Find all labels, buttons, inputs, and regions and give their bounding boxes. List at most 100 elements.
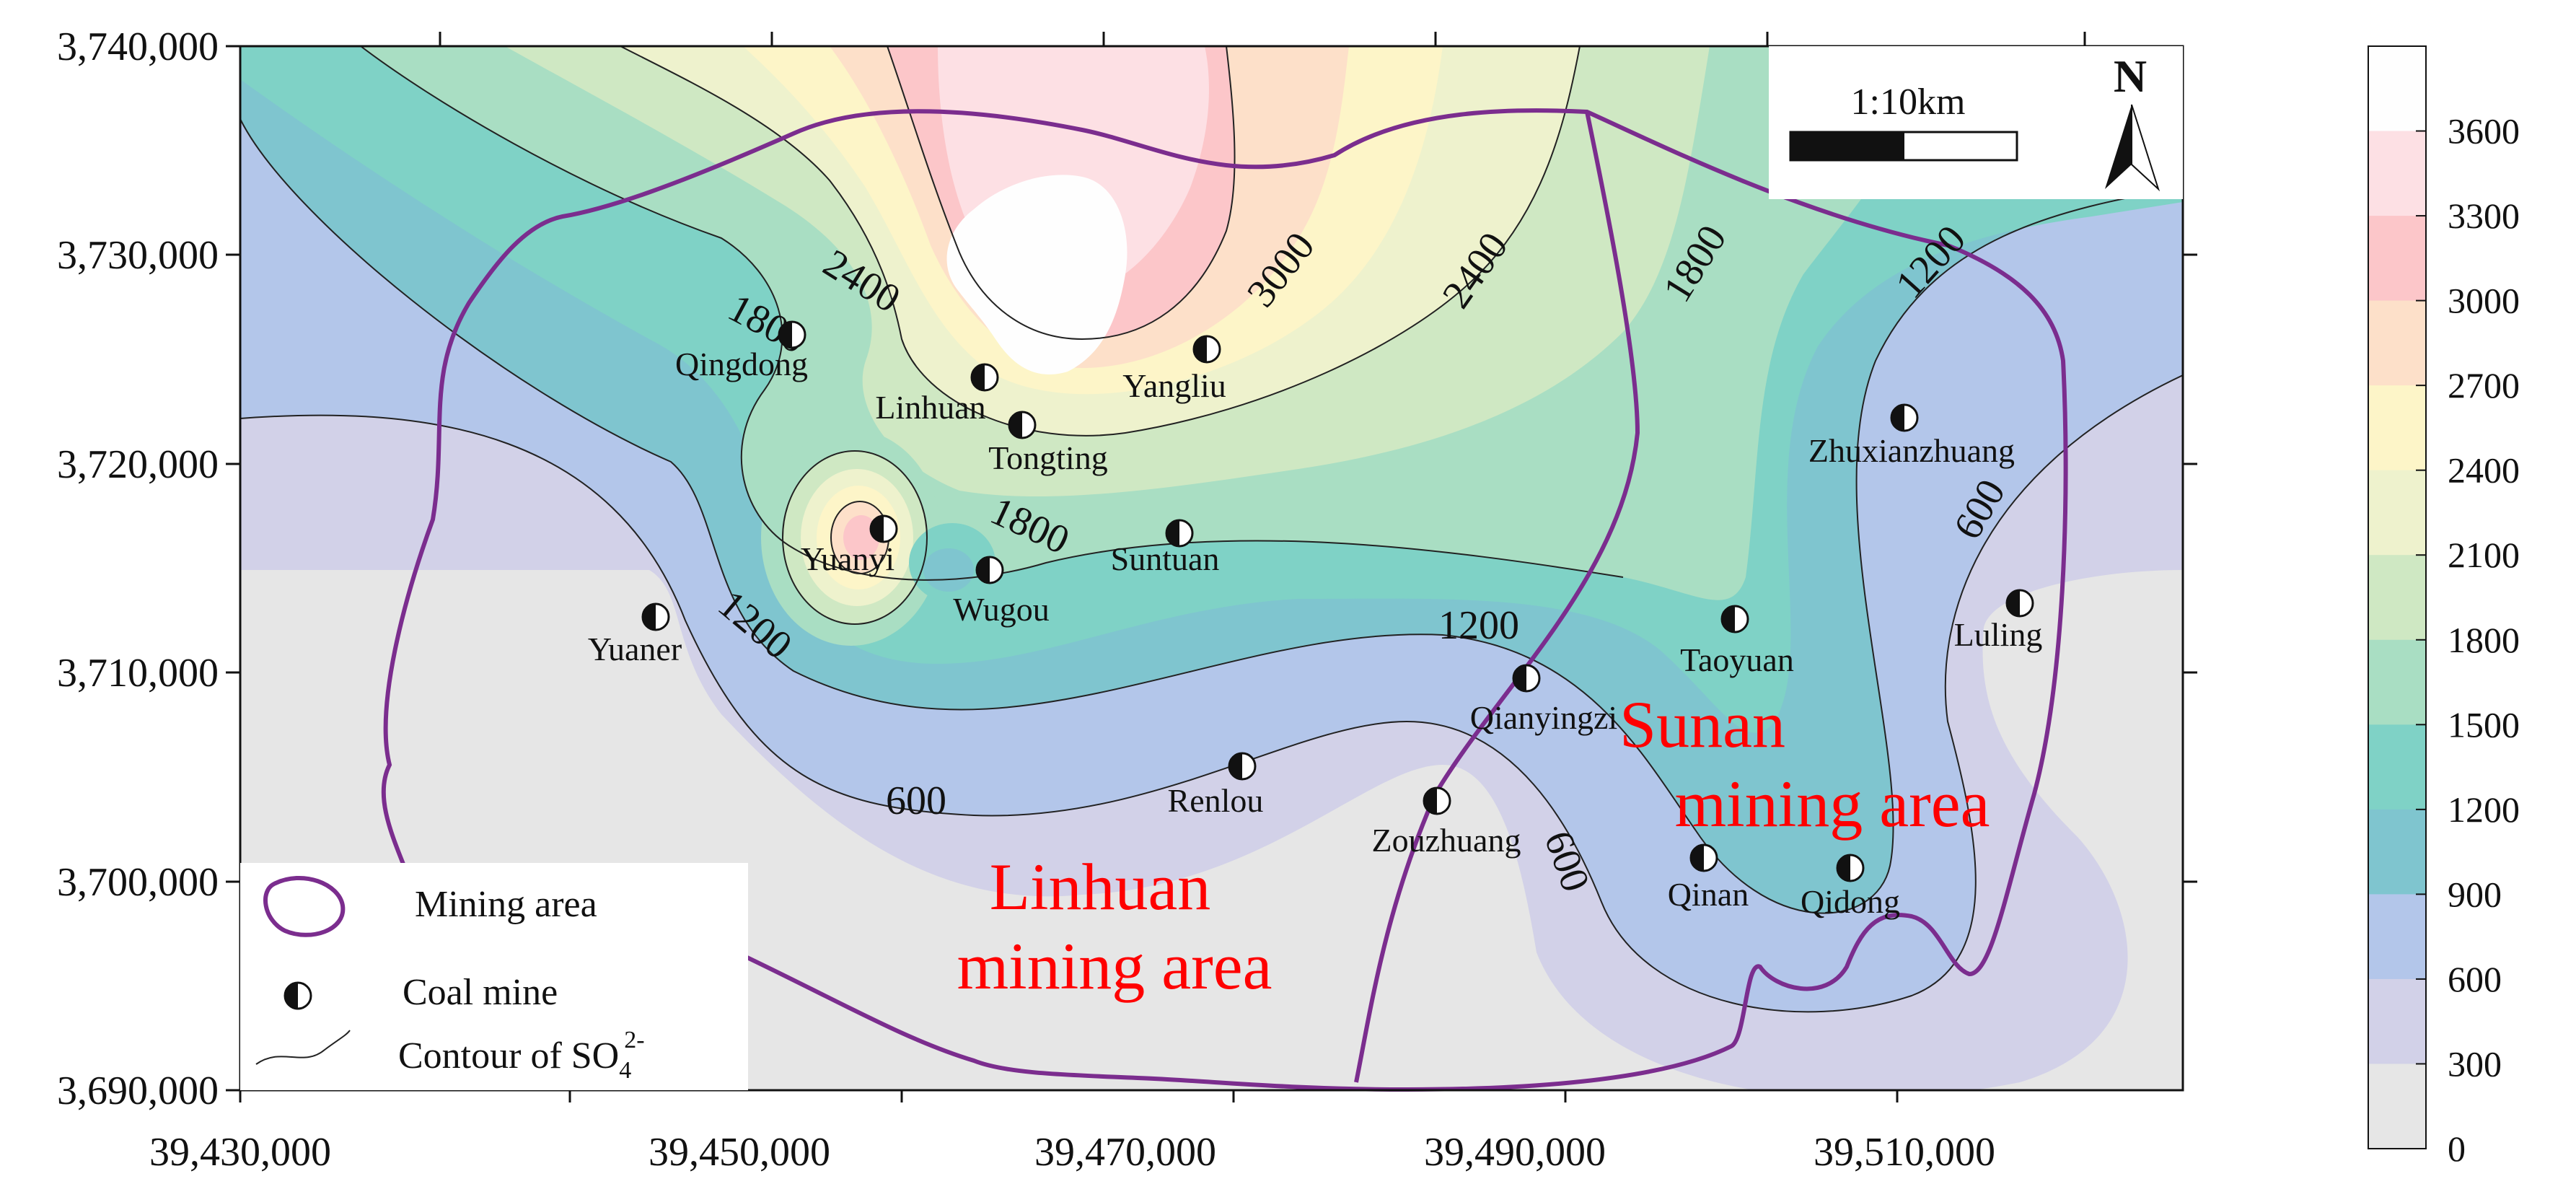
coal-mine-marker: Taoyuan [1680,605,1794,678]
coal-mine-label: Wugou [953,591,1050,628]
coal-mine-marker: Wugou [953,556,1050,628]
contour-lines [240,46,2183,1013]
legend-box [240,863,748,1090]
coal-mine-marker: Yuaner [588,602,682,667]
coal-mine-icon-half [779,322,792,348]
legend-contour-sup: 2- [624,1027,644,1053]
x-tick-label: 39,470,000 [1034,1130,1216,1175]
coal-mine-icon-half [1229,753,1242,779]
coal-mine-icon-half [1009,412,1022,438]
colorbar-label: 600 [2448,959,2502,999]
colorbar-swatch [2368,216,2426,302]
colorbar-label: 900 [2448,874,2502,914]
colorbar-swatch [2368,555,2426,641]
coal-mine-icon-half [1722,606,1735,632]
colorbar-swatch [2368,131,2426,216]
coal-mine-legend-icon [283,981,312,1010]
colorbar-label: 300 [2448,1043,2502,1084]
coal-mine-label: Qidong [1801,883,1900,920]
colorbar-swatch [2368,639,2426,725]
colorbar-frame [2368,45,2427,1149]
colorbar-label: 3600 [2448,111,2520,152]
coal-mine-label: Luling [1954,616,2043,653]
colorbar-label: 3300 [2448,196,2520,236]
sunan-label-line1: Sunan [1619,688,1785,761]
colorbar-label: 3000 [2448,281,2520,321]
y-tick-label: 3,710,000 [57,651,219,696]
sunan-label-line2: mining area [1675,767,1990,841]
colorbar-swatch [2368,470,2426,556]
colorbar-swatch [2368,385,2426,471]
plot-frame [239,45,2184,1092]
x-axis-labels: 39,430,000 39,450,000 39,470,000 39,490,… [149,1130,1995,1175]
coal-mine-marker: Suntuan [1111,519,1220,577]
colorbar-swatch [2368,724,2426,810]
legend-mining-area: Mining area [415,884,597,925]
x-tick-label: 39,490,000 [1424,1130,1606,1175]
colorbar-swatch [2368,300,2426,386]
colorbar-label: 0 [2448,1128,2466,1169]
coal-mine-marker: Qinan [1668,843,1749,913]
coal-mine-icon-half [972,364,985,390]
coal-mine-icon-half [643,604,656,630]
north-label: N [2114,51,2147,102]
legend-contour-prefix: Contour of SO [398,1035,619,1077]
colorbar-label: 1500 [2448,704,2520,745]
contour-label: 1200 [1438,603,1519,648]
coal-mine-marker: Yuanyi [801,514,898,577]
coal-mine-icon-half [1424,788,1437,814]
y-tick-label: 3,730,000 [57,233,219,278]
coal-mine-marker: Yangliu [1122,335,1226,404]
y-axis-labels: 3,740,000 3,730,000 3,720,000 3,710,000 … [57,25,219,1113]
x-tick-marks [239,32,2086,1102]
coal-mine-marker: Qingdong [675,320,808,382]
linhuan-label-line2: mining area [957,929,1272,1003]
coal-mine-icon-half [1891,405,1904,431]
colorbar-swatch [2368,46,2426,132]
x-tick-label: 39,430,000 [149,1130,331,1175]
coal-mine-icon-half [1166,520,1179,546]
coal-mine-label: Qianyingzi [1470,699,1617,736]
coal-mine-icon-half [1691,845,1704,871]
coal-mine-marker: Qidong [1801,854,1900,920]
x-tick-label: 39,510,000 [1814,1130,1995,1175]
colorbar-label: 2400 [2448,450,2520,491]
colorbar-swatch [2368,809,2426,895]
coal-mine-label: Renlou [1168,782,1264,819]
contour-legend-icon [255,1030,351,1065]
y-tick-marks [226,45,2197,1092]
colorbar-label: 2700 [2448,365,2520,405]
scale-bar-filled [1790,132,1904,160]
coal-mine-icon-half [977,557,990,583]
colorbar-swatch [2368,1064,2426,1149]
colorbar-label: 1200 [2448,789,2520,830]
coal-mine-label: Qinan [1668,876,1749,913]
y-tick-label: 3,740,000 [57,25,219,69]
coal-mine-label: Tongting [988,439,1107,476]
colorbar-swatch [2368,894,2426,980]
coal-mine-label: Suntuan [1111,540,1220,577]
legend-coal-mine: Coal mine [403,972,558,1013]
coal-mine-icon-half [871,516,884,542]
coal-mine-marker: Zhuxianzhuang [1808,403,2015,469]
colorbar-label: 2100 [2448,535,2520,575]
concentration-fill [240,46,2183,1090]
coal-mine-label: Zhuxianzhuang [1808,432,2015,469]
coal-mine-icon-half [1837,855,1850,881]
colorbar-swatch [2368,978,2426,1064]
y-tick-label: 3,690,000 [57,1069,219,1113]
coal-mine-marker: Zouzhuang [1372,786,1521,859]
coal-mine-marker: Linhuan [875,363,999,426]
coal-mine-label: Zouzhuang [1372,822,1521,859]
coal-mine-icon-half [1513,665,1526,691]
colorbar-label: 1800 [2448,620,2520,660]
coal-mine-marker: Luling [1954,589,2043,653]
legend-contour: Contour of SO4 2- [398,1027,645,1084]
legend-contour-sub: 4 [619,1057,631,1084]
coal-mine-marker: Qianyingzi [1470,664,1617,736]
coal-mine-icon-half [1194,336,1207,362]
coal-mine-label: Yuanyi [801,540,894,577]
coal-mine-label: Linhuan [875,389,985,426]
